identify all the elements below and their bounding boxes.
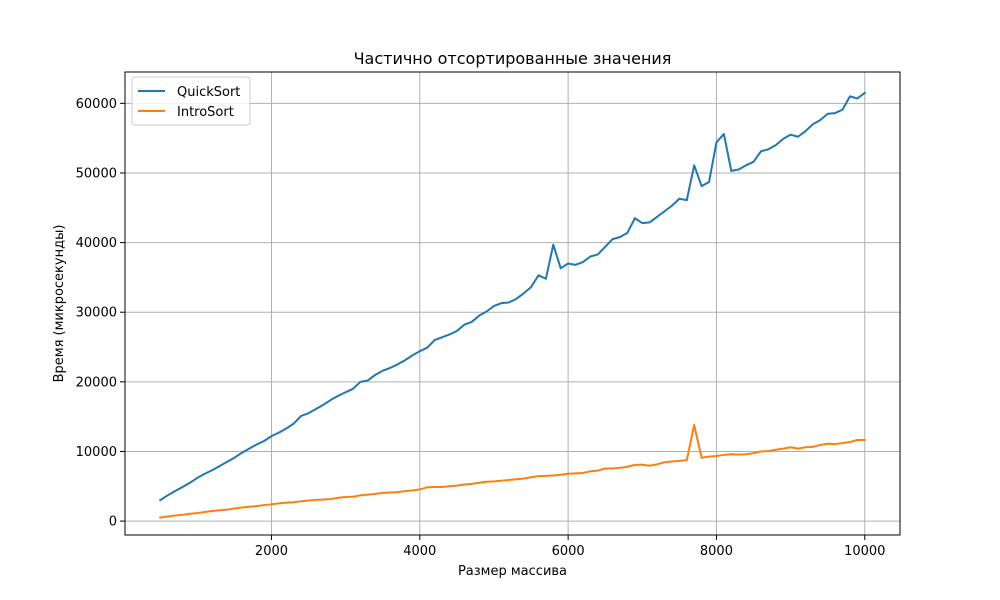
y-axis-label: Время (микросекунды) [52, 225, 67, 383]
x-tick-label: 4000 [403, 544, 436, 559]
legend: QuickSort IntroSort [131, 76, 251, 126]
series-line-quicksort [158, 91, 867, 502]
y-tick-label: 20000 [76, 375, 117, 390]
series-line-introsort [159, 423, 866, 519]
y-tick-label: 60000 [76, 97, 117, 112]
x-tick-label: 6000 [552, 544, 585, 559]
legend-label-quicksort: QuickSort [177, 85, 240, 100]
y-tick-label: 30000 [76, 306, 117, 321]
legend-label-introsort: IntroSort [177, 105, 234, 120]
y-tick-label: 0 [109, 515, 117, 530]
x-tick-label: 2000 [255, 544, 288, 559]
x-tick-label: 10000 [844, 544, 885, 559]
ticks: 2000 4000 6000 8000 10000 0 10000 20000 30000 400… [76, 97, 886, 559]
y-tick-label: 50000 [76, 166, 117, 181]
legend-box [131, 76, 251, 126]
plot-frame [124, 71, 901, 536]
chart-title: Частично отсортированные значения [354, 49, 672, 68]
y-tick-label: 10000 [76, 445, 117, 460]
x-tick-label: 8000 [700, 544, 733, 559]
series-lines [158, 91, 867, 519]
y-tick-label: 40000 [76, 236, 117, 251]
x-axis-label: Размер массива [458, 564, 567, 579]
